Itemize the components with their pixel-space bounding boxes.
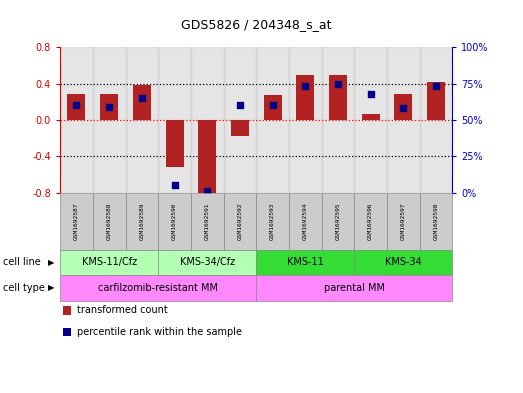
Point xyxy=(367,90,375,97)
Point xyxy=(138,95,146,101)
Text: GSM1692588: GSM1692588 xyxy=(107,202,112,240)
Point xyxy=(432,83,440,90)
Bar xyxy=(427,82,445,120)
Bar xyxy=(93,47,126,193)
Point xyxy=(268,102,277,108)
Text: cell line: cell line xyxy=(3,257,40,267)
Text: GDS5826 / 204348_s_at: GDS5826 / 204348_s_at xyxy=(181,18,332,31)
Text: ▶: ▶ xyxy=(49,283,55,292)
Text: percentile rank within the sample: percentile rank within the sample xyxy=(77,327,242,337)
Bar xyxy=(289,47,322,193)
Text: KMS-34: KMS-34 xyxy=(385,257,422,267)
Bar xyxy=(133,85,151,120)
Text: GSM1692594: GSM1692594 xyxy=(303,202,308,240)
Bar xyxy=(100,94,118,120)
Text: ▶: ▶ xyxy=(49,258,55,267)
Point xyxy=(399,105,407,111)
Point xyxy=(203,188,211,194)
Text: GSM1692596: GSM1692596 xyxy=(368,202,373,240)
Text: GSM1692590: GSM1692590 xyxy=(172,202,177,240)
Point xyxy=(72,102,81,108)
Bar xyxy=(198,120,216,195)
Text: GSM1692587: GSM1692587 xyxy=(74,202,79,240)
Bar xyxy=(297,75,314,120)
Text: GSM1692593: GSM1692593 xyxy=(270,202,275,240)
Text: GSM1692595: GSM1692595 xyxy=(335,202,340,240)
Text: GSM1692592: GSM1692592 xyxy=(237,202,243,240)
Point xyxy=(105,104,113,110)
Text: carfilzomib-resistant MM: carfilzomib-resistant MM xyxy=(98,283,218,293)
Text: transformed count: transformed count xyxy=(77,305,168,315)
Point xyxy=(334,81,342,87)
Bar xyxy=(158,47,191,193)
Text: GSM1692598: GSM1692598 xyxy=(434,202,439,240)
Bar xyxy=(166,120,184,167)
Bar xyxy=(355,47,387,193)
Bar xyxy=(362,114,380,120)
Bar xyxy=(329,75,347,120)
Text: GSM1692589: GSM1692589 xyxy=(139,202,144,240)
Text: KMS-11/Cfz: KMS-11/Cfz xyxy=(82,257,137,267)
Bar xyxy=(231,120,249,136)
Bar xyxy=(322,47,355,193)
Bar xyxy=(67,94,85,120)
Text: cell type: cell type xyxy=(3,283,44,293)
Bar xyxy=(419,47,452,193)
Point xyxy=(236,102,244,108)
Bar xyxy=(387,47,419,193)
Bar xyxy=(191,47,224,193)
Bar xyxy=(394,94,412,120)
Text: KMS-11: KMS-11 xyxy=(287,257,324,267)
Bar xyxy=(256,47,289,193)
Text: GSM1692591: GSM1692591 xyxy=(204,202,210,240)
Text: GSM1692597: GSM1692597 xyxy=(401,202,406,240)
Bar xyxy=(60,47,93,193)
Bar xyxy=(224,47,256,193)
Bar xyxy=(126,47,158,193)
Point xyxy=(301,83,310,90)
Text: parental MM: parental MM xyxy=(324,283,385,293)
Point xyxy=(170,182,179,188)
Text: KMS-34/Cfz: KMS-34/Cfz xyxy=(180,257,235,267)
Bar xyxy=(264,95,281,120)
